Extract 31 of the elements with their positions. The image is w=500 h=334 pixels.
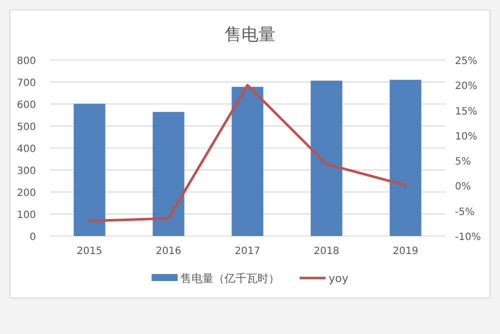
x-tick-label: 2018 [314, 246, 340, 257]
y2-tick-label: 15% [455, 106, 478, 118]
y-tick-label: 200 [16, 188, 36, 199]
bar [310, 80, 342, 236]
bar [390, 80, 422, 236]
y-tick-label: 400 [16, 144, 36, 155]
y2-tick-label: -5% [455, 206, 474, 218]
bar [232, 86, 264, 236]
x-tick-label: 2017 [234, 246, 260, 257]
y2-tick-label: 25% [455, 56, 478, 67]
legend-label: 售电量（亿千瓦时） [180, 272, 280, 285]
y2-tick-label: 20% [455, 81, 478, 92]
y-tick-label: 700 [16, 78, 36, 89]
y-tick-label: 800 [16, 56, 36, 67]
y-tick-label: 300 [16, 166, 36, 177]
y-tick-label: 0 [30, 232, 36, 243]
y-tick-label: 100 [16, 210, 36, 221]
y2-tick-label: 5% [455, 156, 471, 168]
line-series [88, 84, 407, 222]
y2-tick-label: 10% [455, 131, 478, 142]
chart-title: 售电量 [224, 25, 276, 45]
bar [152, 112, 184, 236]
y-tick-label: 500 [16, 122, 36, 133]
bar [74, 104, 106, 236]
y2-tick-label: -10% [455, 232, 481, 243]
y2-tick-label: 0% [455, 182, 471, 193]
x-tick-label: 2019 [392, 246, 418, 257]
y-tick-label: 600 [16, 100, 36, 111]
legend-label: yoy [328, 272, 349, 285]
x-tick-label: 2015 [76, 246, 102, 257]
x-tick-label: 2016 [156, 246, 182, 257]
